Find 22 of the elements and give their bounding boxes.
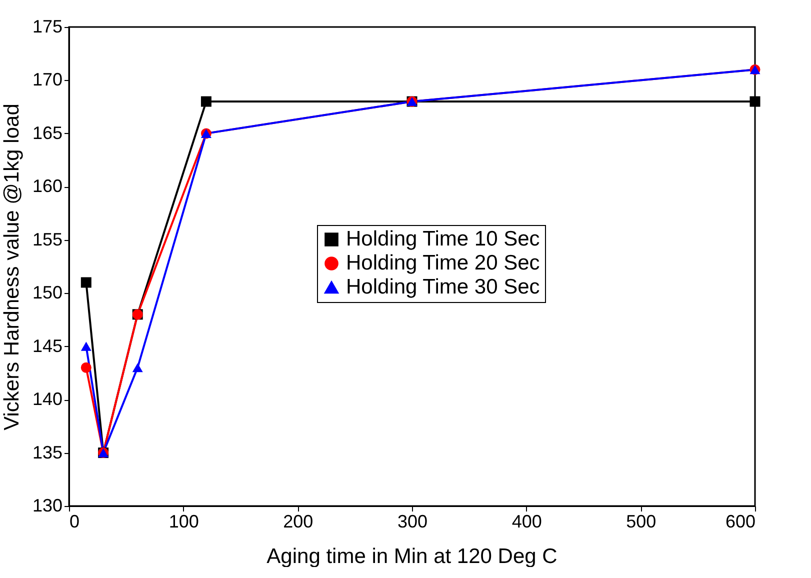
y-tick-label: 155 — [32, 229, 62, 250]
y-tick-label: 170 — [32, 70, 62, 90]
x-tick-label: 0 — [70, 512, 80, 532]
x-axis-title: Aging time in Min at 120 Deg C — [266, 545, 558, 568]
y-tick-label: 160 — [32, 176, 62, 196]
y-tick-label: 140 — [32, 389, 62, 410]
x-tick-label: 100 — [168, 512, 199, 532]
y-tick-label: 145 — [32, 336, 62, 356]
y-tick-label: 165 — [32, 122, 62, 143]
legend-label: Holding Time 30 Sec — [346, 276, 540, 298]
y-tick-label: 135 — [32, 442, 62, 462]
x-tick-label: 600 — [725, 512, 756, 532]
x-tick-label: 400 — [512, 512, 542, 532]
x-tick-label: 500 — [626, 512, 656, 532]
x-tick-label: 200 — [283, 512, 314, 532]
y-tick-label: 130 — [32, 496, 62, 516]
y-axis-title: Vickers Hardness value @1kg load — [0, 104, 24, 430]
y-tick-label: 150 — [32, 282, 62, 303]
x-tick-label: 300 — [397, 512, 428, 532]
legend-label: Holding Time 20 Sec — [346, 252, 540, 274]
y-tick-label: 175 — [32, 16, 62, 36]
legend-label: Holding Time 10 Sec — [346, 228, 540, 250]
